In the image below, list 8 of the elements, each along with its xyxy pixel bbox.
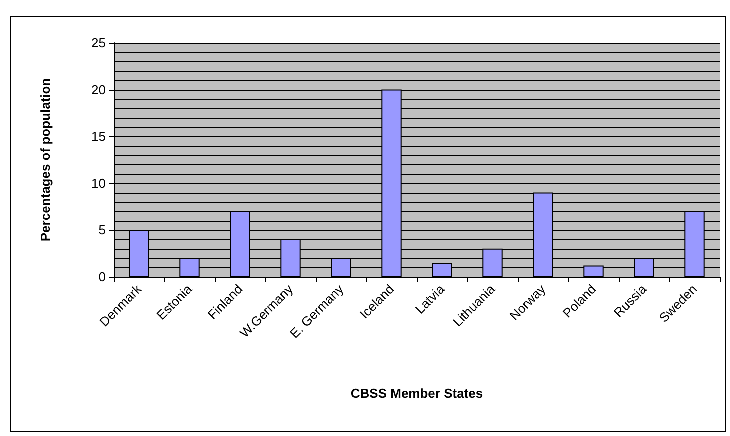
x-axis-title: CBSS Member States bbox=[350, 386, 484, 401]
y-tick-label: 10 bbox=[92, 176, 106, 191]
y-tick-label: 5 bbox=[98, 222, 106, 238]
y-tick-label: 25 bbox=[92, 36, 106, 50]
y-tick-label: 0 bbox=[98, 270, 106, 284]
y-tick-label: 15 bbox=[92, 129, 106, 144]
y-axis-title: Percentages of population bbox=[38, 78, 53, 242]
y-tick-label: 20 bbox=[92, 82, 106, 98]
